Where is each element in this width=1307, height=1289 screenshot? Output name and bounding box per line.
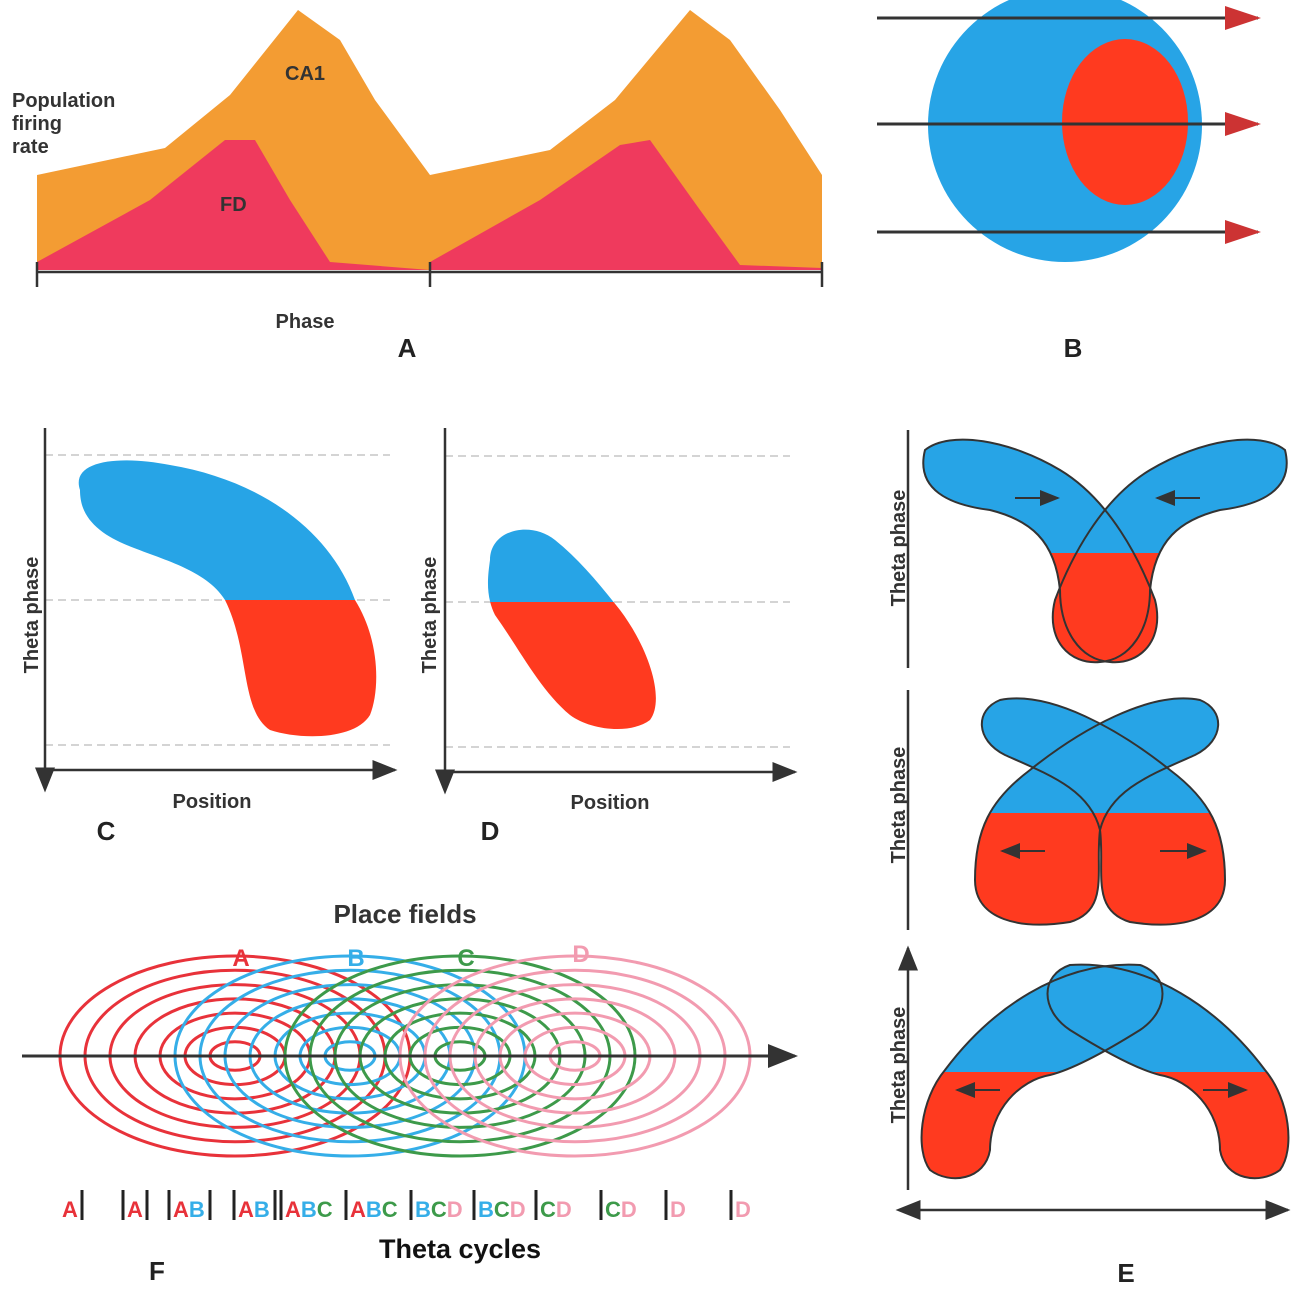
cycle-letter: D: [556, 1197, 572, 1222]
cycle-letter: B: [301, 1197, 317, 1222]
panel-label: A: [398, 333, 417, 363]
cycle-letter: D: [447, 1197, 463, 1222]
field-label: B: [347, 945, 364, 972]
cycle-letter: D: [670, 1197, 686, 1222]
x-label: Position: [571, 792, 650, 814]
theta-cycle: A: [127, 1197, 143, 1222]
axes: [45, 428, 395, 770]
panel-label: C: [97, 816, 116, 846]
cycle-letter: C: [382, 1197, 398, 1222]
cycle-letter: A: [238, 1197, 254, 1222]
theta-cycle: BCD: [478, 1197, 526, 1222]
panel-d: Theta phase Position D: [419, 428, 795, 846]
cycle-letter: A: [285, 1197, 301, 1222]
y-label-line: firing: [12, 113, 62, 135]
theta-cycle: CD: [540, 1197, 572, 1222]
cycle-letter: B: [415, 1197, 431, 1222]
theta-cycle: A: [62, 1197, 78, 1222]
theta-cycle: BCD: [415, 1197, 463, 1222]
curve-label: FD: [220, 194, 247, 216]
theta-cycle: AB: [173, 1197, 205, 1222]
lobes-3: [920, 963, 1290, 1180]
y-label: Theta phase: [21, 557, 43, 674]
y-label: Theta phase: [419, 557, 441, 674]
x-label: Phase: [276, 311, 335, 333]
field-label: A: [232, 945, 249, 972]
cycle-letter: A: [173, 1197, 189, 1222]
cycle-letter: D: [510, 1197, 526, 1222]
panel-label: D: [481, 816, 500, 846]
cycle-letter: A: [62, 1197, 78, 1222]
panel-label: E: [1117, 1258, 1134, 1288]
cycle-letter: B: [366, 1197, 382, 1222]
phase-axis: [35, 262, 824, 287]
cycle-letter: C: [494, 1197, 510, 1222]
panel-b: B: [877, 0, 1261, 363]
cycle-letter: B: [254, 1197, 270, 1222]
curve-label: CA1: [285, 63, 325, 85]
cycle-letter: B: [478, 1197, 494, 1222]
theta-cycle: ABC: [350, 1197, 398, 1222]
panel-a: Population firing rate CA1 FD Phase A: [12, 10, 824, 363]
panel-label: B: [1064, 333, 1083, 363]
cycle-letter: C: [431, 1197, 447, 1222]
cycle-letter: D: [621, 1197, 637, 1222]
theta-cycle: AB: [238, 1197, 270, 1222]
field-label: D: [572, 941, 589, 968]
lobes-1: [922, 438, 1288, 664]
y-label: Theta phase: [888, 1007, 910, 1124]
cycle-letter: C: [605, 1197, 621, 1222]
panel-title: Place fields: [333, 899, 476, 929]
field-label: C: [457, 945, 474, 972]
lobes-2: [974, 697, 1226, 926]
cycle-letter: B: [189, 1197, 205, 1222]
cycle-letter: D: [735, 1197, 751, 1222]
cycle-letter: C: [317, 1197, 333, 1222]
theta-cycle: ABC: [285, 1197, 333, 1222]
panel-f: Place fields Theta cycles F A B C DA A AB AB AB…: [22, 899, 798, 1286]
cycle-letter: A: [127, 1197, 143, 1222]
y-label-line: rate: [12, 136, 49, 158]
y-label: Theta phase: [888, 490, 910, 607]
x-label: Theta cycles: [379, 1234, 541, 1264]
cycle-letter: A: [350, 1197, 366, 1222]
field-small: [1062, 39, 1188, 205]
axes: [445, 428, 795, 772]
panel-c: Theta phase Position C: [21, 428, 395, 846]
fd-area: [37, 140, 822, 270]
cycle-letter: C: [540, 1197, 556, 1222]
x-label: Position: [173, 791, 252, 813]
theta-cycle: CD: [605, 1197, 637, 1222]
theta-cycle: D: [670, 1197, 686, 1222]
y-label-line: Population: [12, 90, 115, 112]
y-label: Theta phase: [888, 747, 910, 864]
panel-e: Theta phase Theta phase Theta phase E: [888, 430, 1291, 1288]
panel-label: F: [149, 1256, 165, 1286]
theta-cycle: D: [735, 1197, 751, 1222]
